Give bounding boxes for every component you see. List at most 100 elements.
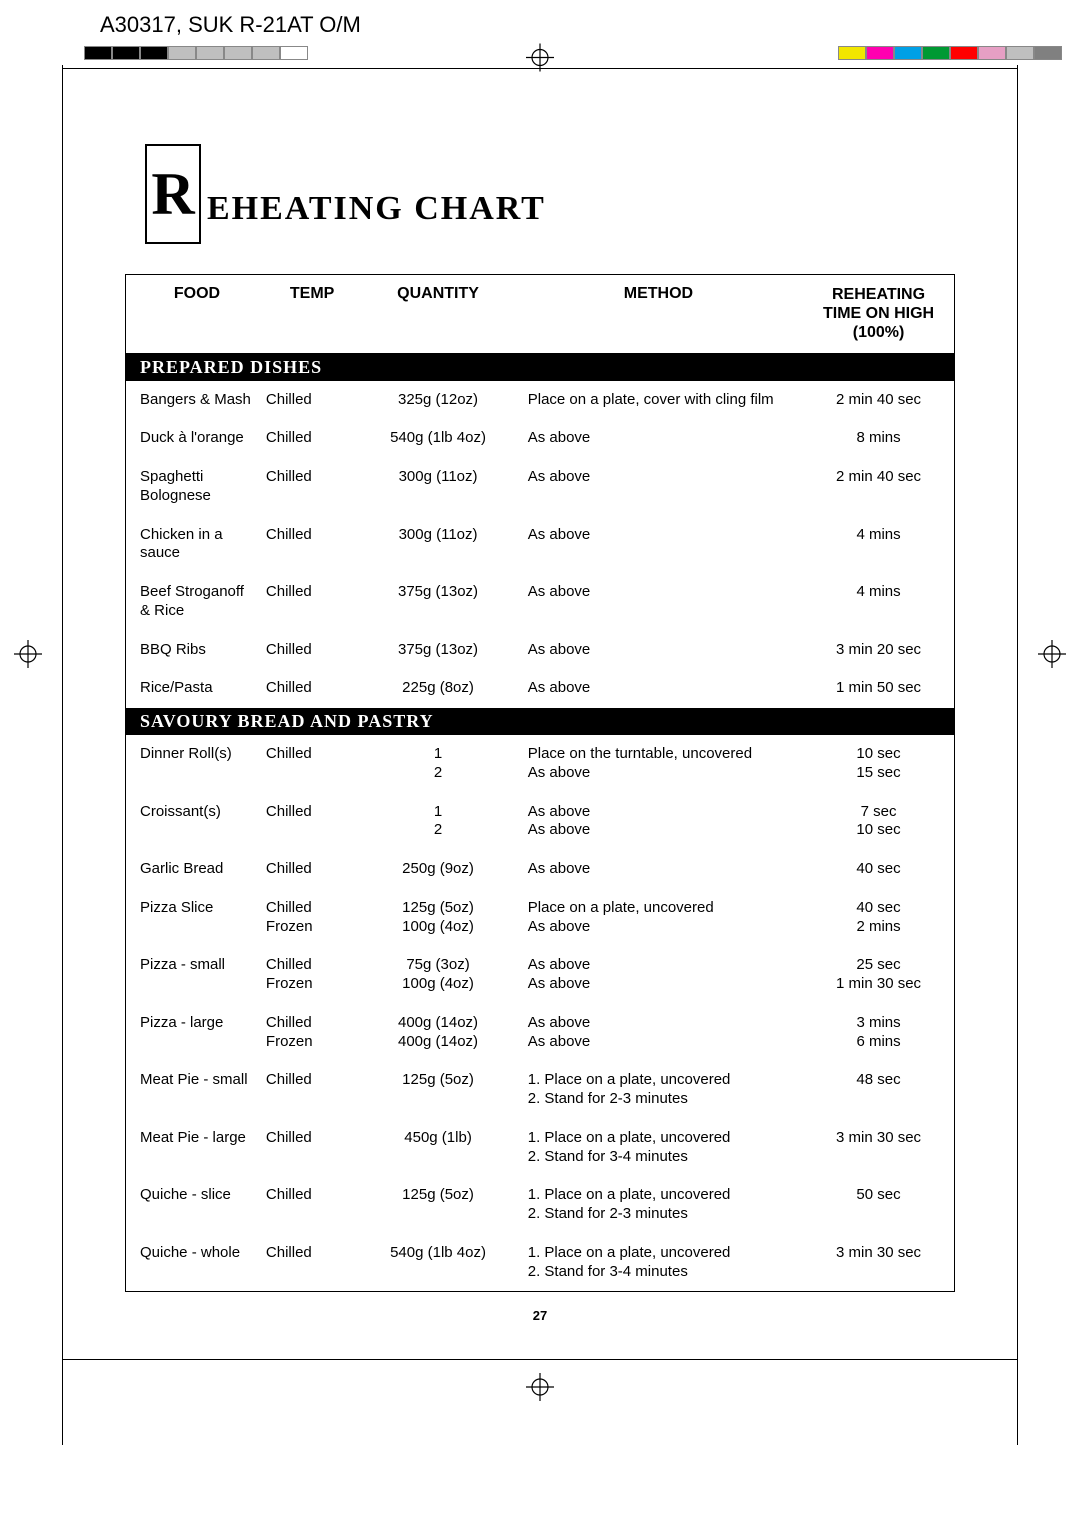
cell-food: Pizza - small (126, 946, 262, 1004)
cell-time: 40 sec (797, 850, 954, 889)
cell-food: Bangers & Mash (126, 381, 262, 420)
page-content: R EHEATING CHART FOOD TEMP QUANTITY METH… (125, 144, 955, 1323)
color-swatch (894, 46, 922, 60)
cell-temp: Chilled (262, 381, 356, 420)
section-heading: PREPARED DISHES (126, 353, 955, 381)
color-swatch (84, 46, 112, 60)
cell-food: Quiche - whole (126, 1234, 262, 1292)
cell-method: As above (514, 573, 797, 631)
cell-food: BBQ Ribs (126, 631, 262, 670)
cell-time: 8 mins (797, 419, 954, 458)
color-swatch (838, 46, 866, 60)
color-swatch (168, 46, 196, 60)
color-swatch (112, 46, 140, 60)
cell-time: 40 sec 2 mins (797, 889, 954, 947)
cell-quantity: 450g (1lb) (356, 1119, 513, 1177)
cell-time: 1 min 50 sec (797, 669, 954, 708)
cell-food: Chicken in a sauce (126, 516, 262, 574)
cell-food: Spaghetti Bolognese (126, 458, 262, 516)
cell-quantity: 75g (3oz) 100g (4oz) (356, 946, 513, 1004)
cell-method: As above (514, 458, 797, 516)
cell-method: As above (514, 631, 797, 670)
cell-quantity: 125g (5oz) 100g (4oz) (356, 889, 513, 947)
table-row: Garlic BreadChilled250g (9oz)As above40 … (126, 850, 955, 889)
chart-title: R EHEATING CHART (145, 144, 955, 244)
registration-bar (0, 46, 1080, 74)
cell-temp: Chilled (262, 1119, 356, 1177)
cell-food: Duck à l'orange (126, 419, 262, 458)
cell-food: Croissant(s) (126, 793, 262, 851)
cell-time: 50 sec (797, 1176, 954, 1234)
table-row: Quiche - sliceChilled125g (5oz)1. Place … (126, 1176, 955, 1234)
cell-time: 25 sec 1 min 30 sec (797, 946, 954, 1004)
page-number: 27 (125, 1308, 955, 1323)
crop-line (62, 68, 1018, 69)
cell-temp: Chilled Frozen (262, 889, 356, 947)
cell-food: Beef Stroganoff & Rice (126, 573, 262, 631)
table-row: Rice/PastaChilled225g (8oz)As above1 min… (126, 669, 955, 708)
crosshair-icon (1038, 640, 1066, 673)
table-row: Meat Pie - smallChilled125g (5oz)1. Plac… (126, 1061, 955, 1119)
table-row: Pizza - largeChilled Frozen400g (14oz) 4… (126, 1004, 955, 1062)
color-swatch (280, 46, 308, 60)
cell-temp: Chilled (262, 516, 356, 574)
cell-time: 3 min 30 sec (797, 1234, 954, 1292)
col-time: REHEATING TIME ON HIGH (100%) (797, 275, 954, 354)
cell-quantity: 540g (1lb 4oz) (356, 1234, 513, 1292)
cell-temp: Chilled Frozen (262, 946, 356, 1004)
document-id: A30317, SUK R-21AT O/M (0, 0, 1080, 38)
cell-method: As above As above (514, 1004, 797, 1062)
cell-method: As above (514, 669, 797, 708)
col-food: FOOD (126, 275, 262, 354)
table-row: Croissant(s)Chilled1 2As above As above7… (126, 793, 955, 851)
reheating-table: FOOD TEMP QUANTITY METHOD REHEATING TIME… (125, 274, 955, 1292)
cell-temp: Chilled (262, 1234, 356, 1292)
cell-quantity: 225g (8oz) (356, 669, 513, 708)
cell-temp: Chilled (262, 669, 356, 708)
color-swatch (196, 46, 224, 60)
crop-line (62, 1359, 1018, 1360)
cell-temp: Chilled (262, 850, 356, 889)
cell-time: 3 mins 6 mins (797, 1004, 954, 1062)
crosshair-icon (526, 44, 554, 77)
cell-method: 1. Place on a plate, uncovered 2. Stand … (514, 1061, 797, 1119)
cell-quantity: 375g (13oz) (356, 573, 513, 631)
cell-time: 4 mins (797, 516, 954, 574)
cell-temp: Chilled (262, 458, 356, 516)
table-row: Pizza SliceChilled Frozen125g (5oz) 100g… (126, 889, 955, 947)
cell-quantity: 125g (5oz) (356, 1061, 513, 1119)
cell-method: As above (514, 516, 797, 574)
cell-temp: Chilled (262, 573, 356, 631)
table-row: Meat Pie - largeChilled450g (1lb)1. Plac… (126, 1119, 955, 1177)
table-row: Dinner Roll(s)Chilled1 2Place on the tur… (126, 735, 955, 793)
cell-temp: Chilled (262, 793, 356, 851)
cell-method: 1. Place on a plate, uncovered 2. Stand … (514, 1234, 797, 1292)
color-swatch (950, 46, 978, 60)
cell-method: As above (514, 419, 797, 458)
cell-method: 1. Place on a plate, uncovered 2. Stand … (514, 1176, 797, 1234)
table-row: Pizza - smallChilled Frozen75g (3oz) 100… (126, 946, 955, 1004)
cell-time: 7 sec 10 sec (797, 793, 954, 851)
table-row: Quiche - wholeChilled540g (1lb 4oz)1. Pl… (126, 1234, 955, 1292)
cell-quantity: 1 2 (356, 793, 513, 851)
table-header-row: FOOD TEMP QUANTITY METHOD REHEATING TIME… (126, 275, 955, 354)
table-row: Chicken in a sauceChilled300g (11oz)As a… (126, 516, 955, 574)
cell-quantity: 125g (5oz) (356, 1176, 513, 1234)
section-heading-row: PREPARED DISHES (126, 353, 955, 381)
cell-quantity: 1 2 (356, 735, 513, 793)
cell-time: 4 mins (797, 573, 954, 631)
cell-temp: Chilled (262, 1061, 356, 1119)
cell-time: 10 sec 15 sec (797, 735, 954, 793)
cell-temp: Chilled (262, 419, 356, 458)
cell-quantity: 400g (14oz) 400g (14oz) (356, 1004, 513, 1062)
title-dropcap: R (145, 144, 201, 244)
cell-food: Quiche - slice (126, 1176, 262, 1234)
cell-food: Meat Pie - large (126, 1119, 262, 1177)
color-swatch (922, 46, 950, 60)
cell-temp: Chilled (262, 1176, 356, 1234)
cell-temp: Chilled (262, 735, 356, 793)
cell-temp: Chilled (262, 631, 356, 670)
cell-time: 3 min 30 sec (797, 1119, 954, 1177)
cell-food: Pizza - large (126, 1004, 262, 1062)
cell-temp: Chilled Frozen (262, 1004, 356, 1062)
